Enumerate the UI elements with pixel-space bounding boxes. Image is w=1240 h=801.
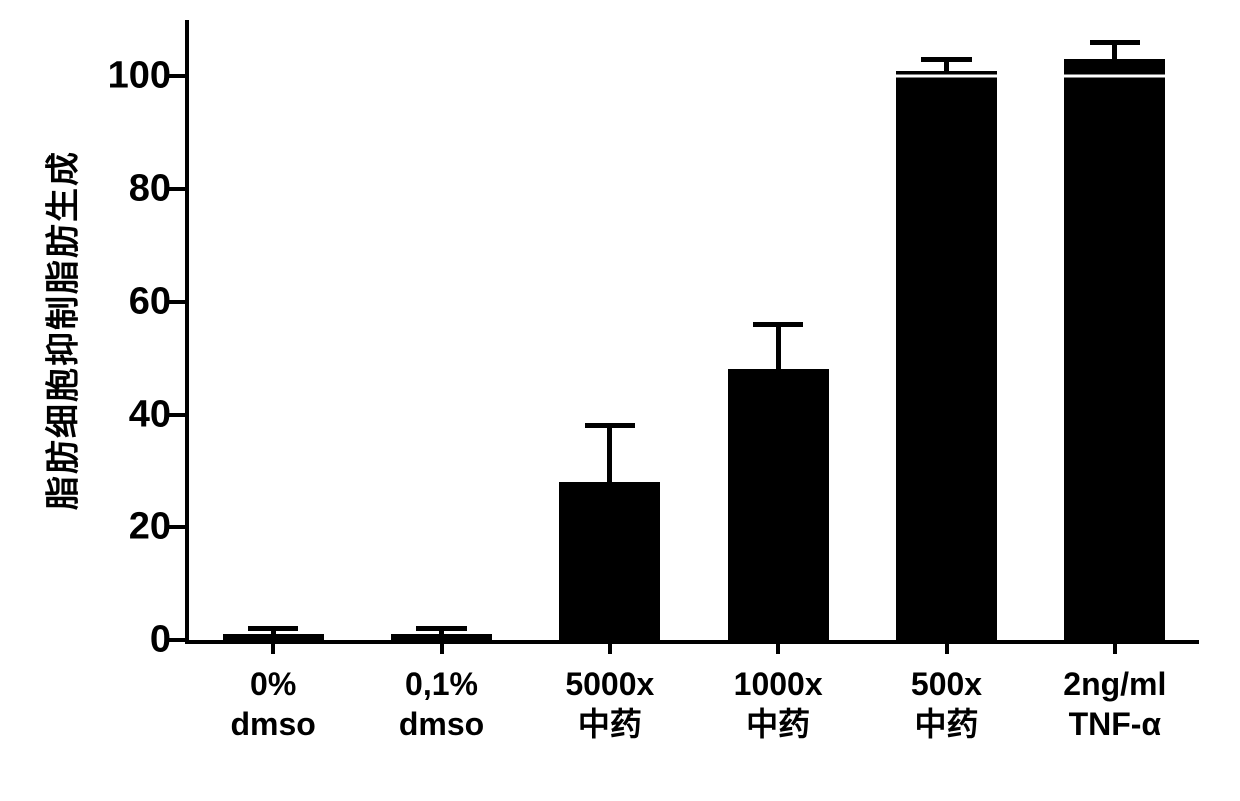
y-tick-mark: [167, 74, 185, 78]
error-bar-stem: [607, 426, 612, 488]
x-tick-label: 500x 中药: [911, 640, 982, 744]
x-tick-label-line1: 2ng/ml: [1063, 666, 1166, 702]
bar: [559, 482, 660, 640]
error-bar-cap: [921, 57, 972, 62]
error-bar-cap: [1090, 63, 1141, 68]
x-tick-label-line1: 0,1%: [405, 666, 478, 702]
error-bar-cap: [1090, 40, 1141, 45]
y-axis-title: 脂肪细胞抑制脂肪生成: [36, 150, 85, 510]
y-tick-mark: [167, 187, 185, 191]
y-tick-mark: [167, 525, 185, 529]
bar: [1064, 59, 1165, 640]
x-tick-label-line2: dmso: [230, 706, 315, 742]
x-tick-label-line2: 中药: [914, 706, 978, 742]
bar: [896, 71, 997, 640]
chart-container: 脂肪细胞抑制脂肪生成 0 20 40 60 80 100: [0, 0, 1240, 801]
x-tick-label-line2: dmso: [399, 706, 484, 742]
x-tick-label: 1000x 中药: [734, 640, 823, 744]
y-tick-mark: [167, 638, 185, 642]
x-tick-label-line2: 中药: [746, 706, 810, 742]
y-tick-mark: [167, 300, 185, 304]
error-bar-cap: [753, 373, 804, 378]
x-tick-label: 0% dmso: [230, 640, 315, 744]
x-tick-label: 0,1% dmso: [399, 640, 484, 744]
plot-area: 0 20 40 60 80 100: [185, 20, 1199, 644]
reference-line: [189, 75, 1199, 78]
x-tick-label-line1: 0%: [250, 666, 296, 702]
bar: [728, 369, 829, 640]
error-bar-cap: [585, 423, 636, 428]
error-bar-stem: [776, 324, 781, 375]
x-tick-label-line2: 中药: [578, 706, 642, 742]
error-bar-cap: [753, 322, 804, 327]
x-tick-label: 2ng/ml TNF-α: [1063, 640, 1166, 744]
y-tick-mark: [167, 413, 185, 417]
x-tick-label-line2: TNF-α: [1069, 706, 1162, 742]
error-bar-cap: [248, 626, 299, 631]
x-tick-label-line1: 5000x: [565, 666, 654, 702]
x-tick-label-line1: 1000x: [734, 666, 823, 702]
error-bar-cap: [585, 485, 636, 490]
x-tick-label-line1: 500x: [911, 666, 982, 702]
x-tick-label: 5000x 中药: [565, 640, 654, 744]
error-bar-cap: [416, 626, 467, 631]
